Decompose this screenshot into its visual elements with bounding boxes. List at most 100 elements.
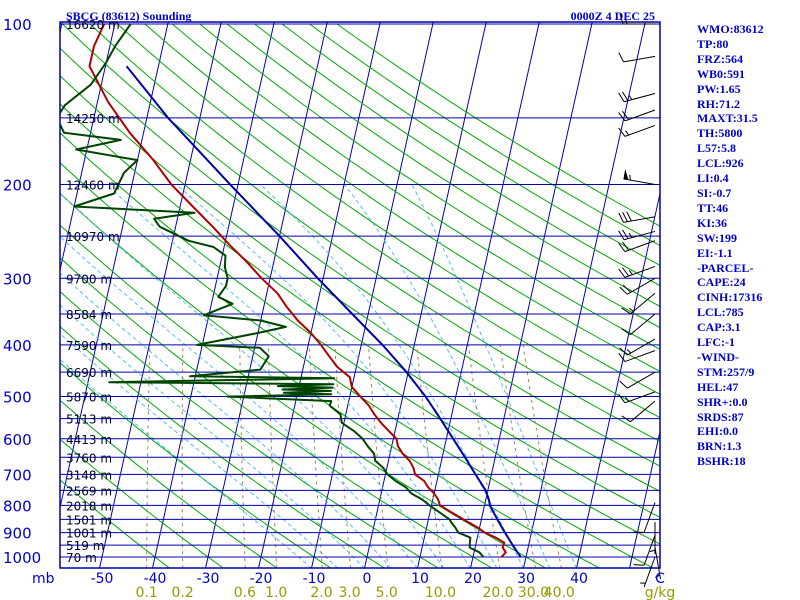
wind-barb-feather	[626, 211, 632, 222]
wind-barb-staff	[643, 502, 656, 533]
wind-barb-feather	[618, 268, 626, 278]
index-item: CINH:17316	[697, 290, 763, 305]
mixing-ratio-tick-label: 20.0	[482, 585, 513, 600]
height-label: 5113 m	[66, 413, 112, 427]
index-item: LI:0.4	[697, 171, 729, 186]
height-label: 16620 m	[66, 18, 120, 32]
plot-border	[59, 21, 661, 569]
wind-barb	[619, 277, 656, 295]
mixing-ratio-line	[468, 344, 501, 568]
mixing-ratio-tick-label: 0.2	[171, 585, 193, 600]
height-label: 7590 m	[66, 339, 112, 353]
mixing-ratio-line	[522, 344, 562, 568]
isotherm-line	[60, 22, 63, 35]
isotherm-line	[523, 22, 646, 568]
wind-barb-half-feather	[626, 349, 632, 354]
wind-barb-staff	[627, 371, 656, 389]
isotherm-line	[60, 22, 116, 273]
temperature-tick-label: 20	[464, 571, 482, 587]
dry-adiabat-line	[60, 290, 439, 568]
index-item: -PARCEL-	[697, 260, 754, 275]
wind-barb-staff	[624, 391, 656, 404]
height-label: 3760 m	[66, 451, 112, 465]
wind-barbs	[618, 13, 662, 588]
index-item: TT:46	[697, 200, 729, 215]
wind-barb	[618, 124, 656, 137]
index-item: TH:5800	[697, 126, 743, 141]
dry-adiabat-line	[60, 132, 660, 545]
wind-barb-feather	[618, 230, 625, 240]
wind-barb	[618, 109, 656, 122]
index-item: LCL:785	[697, 305, 744, 320]
height-label: 3148 m	[66, 468, 112, 482]
index-item: BSHR:18	[697, 454, 746, 469]
wind-barb-half-feather	[654, 574, 661, 578]
wind-barb-staff	[624, 124, 656, 137]
dry-adiabat-line	[60, 192, 601, 568]
pressure-tick-label: 800	[3, 497, 32, 515]
plot-frame	[59, 21, 661, 569]
wind-barb-feather	[618, 52, 624, 63]
wind-barb-feather	[622, 212, 628, 222]
wind-barb-half-feather	[625, 130, 630, 136]
wind-barb	[618, 350, 656, 363]
temperature-tick-label: -10	[303, 571, 326, 587]
wind-barb-feather	[633, 564, 645, 566]
wind-barb	[618, 265, 656, 278]
dry-adiabat-line	[60, 103, 660, 518]
wind-barb-feather	[622, 241, 630, 251]
height-label: 1501 m	[66, 513, 112, 527]
dry-adiabat-line	[60, 162, 654, 568]
mixing-ratio-line	[181, 344, 184, 568]
wind-barb-flag	[623, 169, 629, 180]
isotherm-line	[99, 22, 222, 568]
temperature-tick-label: 40	[570, 571, 588, 587]
height-label: 70 m	[66, 551, 97, 565]
temperature-tick-label: 0	[363, 571, 372, 587]
wind-barb-staff	[624, 240, 656, 253]
isotherm-line	[258, 22, 381, 568]
mixing-ratio-line	[416, 344, 443, 568]
moist-adiabat-line	[259, 184, 524, 568]
index-item: WMO:83612	[697, 22, 764, 36]
wind-barb	[633, 534, 656, 566]
mixing-ratio-line	[368, 344, 389, 568]
wind-barb	[618, 240, 656, 253]
temperature-tick-label: -50	[91, 571, 114, 587]
wind-barb-feather	[619, 380, 628, 389]
dry-adiabat-line	[281, 23, 660, 266]
wind-barb-half-feather	[628, 232, 633, 238]
mixing-ratio-tick-label: 2.0	[310, 585, 332, 600]
pressure-tick-label: 500	[3, 389, 32, 407]
wind-barb	[623, 169, 656, 185]
wind-barb-feather	[621, 415, 631, 423]
wind-barb	[618, 391, 656, 404]
wind-barb-staff	[654, 547, 662, 580]
mixing-ratio-line	[267, 344, 278, 568]
wind-barb-feather	[618, 127, 626, 137]
dewpoint-trace	[60, 23, 485, 558]
height-label: 519 m	[66, 539, 104, 553]
mixing-ratio-line	[334, 344, 351, 568]
wind-barb-staff	[627, 338, 656, 356]
isotherm-line	[0, 12, 11, 568]
dry-adiabat-line	[254, 23, 660, 287]
index-item: EI:-1.1	[697, 245, 733, 260]
wind-barb	[618, 52, 656, 63]
wind-barb	[621, 313, 656, 335]
index-item: -WIND-	[697, 349, 739, 364]
mixing-ratio-tick-label: 0.6	[234, 585, 256, 600]
wind-barb-feather	[622, 91, 629, 101]
mixing-ratio-line	[499, 344, 536, 568]
wind-barb-staff	[624, 350, 656, 363]
isotherm-line	[364, 22, 487, 568]
dry-adiabat-line	[60, 479, 171, 568]
wind-barb-staff	[623, 178, 656, 185]
dry-adiabat-line	[309, 23, 660, 247]
isotherm-line	[205, 22, 328, 568]
isotherm-line	[417, 22, 540, 568]
wind-barb-feather	[621, 328, 631, 335]
wind-barb-half-feather	[625, 396, 630, 402]
pressure-tick-label: 300	[3, 270, 32, 288]
wind-barb-feather	[619, 13, 624, 25]
